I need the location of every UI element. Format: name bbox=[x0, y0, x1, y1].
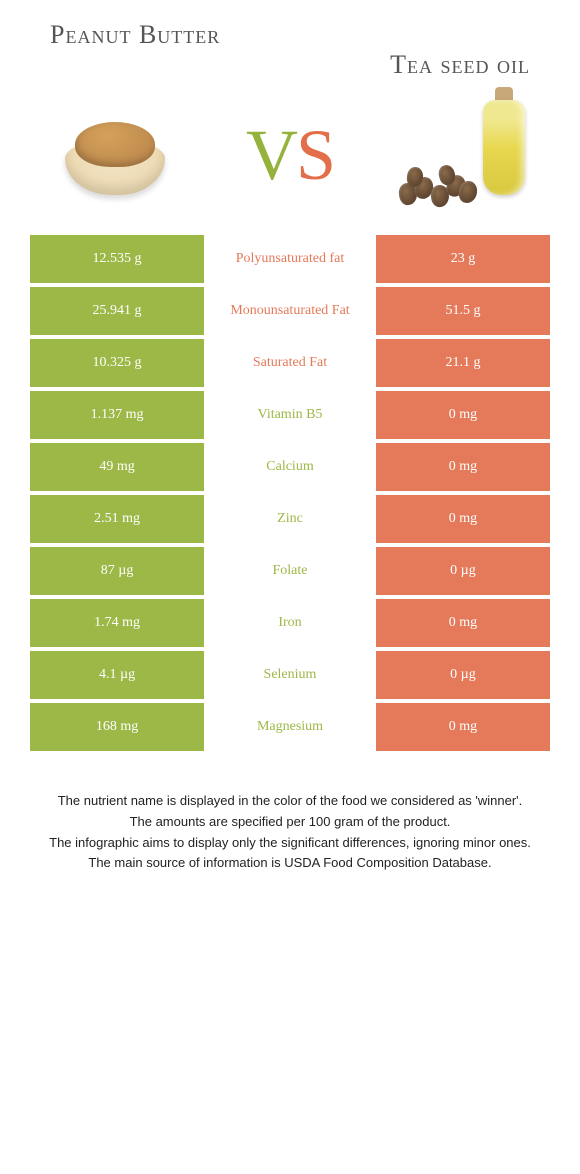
header: Peanut Butter Tea seed oil bbox=[30, 20, 550, 80]
footnote-line: The nutrient name is displayed in the co… bbox=[40, 791, 540, 812]
nutrient-label: Vitamin B5 bbox=[208, 391, 372, 439]
table-row: 12.535 gPolyunsaturated fat23 g bbox=[30, 235, 550, 283]
nutrient-label: Monounsaturated Fat bbox=[208, 287, 372, 335]
left-food-title: Peanut Butter bbox=[50, 20, 220, 50]
left-value: 12.535 g bbox=[30, 235, 204, 283]
peanut-butter-icon bbox=[55, 110, 175, 200]
nutrient-label: Calcium bbox=[208, 443, 372, 491]
left-value: 1.137 mg bbox=[30, 391, 204, 439]
left-value: 168 mg bbox=[30, 703, 204, 751]
nutrient-label: Saturated Fat bbox=[208, 339, 372, 387]
right-food-title: Tea seed oil bbox=[390, 50, 530, 80]
table-row: 1.74 mgIron0 mg bbox=[30, 599, 550, 647]
right-value: 0 mg bbox=[376, 443, 550, 491]
right-value: 0 mg bbox=[376, 391, 550, 439]
left-food-image bbox=[40, 100, 190, 210]
right-value: 0 mg bbox=[376, 599, 550, 647]
left-value: 87 µg bbox=[30, 547, 204, 595]
right-value: 23 g bbox=[376, 235, 550, 283]
left-value: 25.941 g bbox=[30, 287, 204, 335]
vs-v: V bbox=[246, 115, 296, 195]
vs-s: S bbox=[296, 115, 334, 195]
table-row: 168 mgMagnesium0 mg bbox=[30, 703, 550, 751]
left-value: 2.51 mg bbox=[30, 495, 204, 543]
left-value: 4.1 µg bbox=[30, 651, 204, 699]
vs-label: VS bbox=[246, 114, 334, 197]
table-row: 1.137 mgVitamin B50 mg bbox=[30, 391, 550, 439]
table-row: 4.1 µgSelenium0 µg bbox=[30, 651, 550, 699]
tea-seed-oil-icon bbox=[390, 95, 540, 215]
right-value: 21.1 g bbox=[376, 339, 550, 387]
table-row: 2.51 mgZinc0 mg bbox=[30, 495, 550, 543]
nutrient-label: Zinc bbox=[208, 495, 372, 543]
left-value: 1.74 mg bbox=[30, 599, 204, 647]
left-value: 49 mg bbox=[30, 443, 204, 491]
right-value: 0 µg bbox=[376, 651, 550, 699]
footnote-line: The infographic aims to display only the… bbox=[40, 833, 540, 854]
nutrient-label: Polyunsaturated fat bbox=[208, 235, 372, 283]
images-row: VS bbox=[30, 100, 550, 210]
nutrient-label: Magnesium bbox=[208, 703, 372, 751]
table-row: 87 µgFolate0 µg bbox=[30, 547, 550, 595]
nutrient-table: 12.535 gPolyunsaturated fat23 g25.941 gM… bbox=[30, 235, 550, 751]
table-row: 25.941 gMonounsaturated Fat51.5 g bbox=[30, 287, 550, 335]
table-row: 10.325 gSaturated Fat21.1 g bbox=[30, 339, 550, 387]
nutrient-label: Folate bbox=[208, 547, 372, 595]
table-row: 49 mgCalcium0 mg bbox=[30, 443, 550, 491]
right-food-image bbox=[390, 100, 540, 210]
footnote-line: The main source of information is USDA F… bbox=[40, 853, 540, 874]
right-value: 0 µg bbox=[376, 547, 550, 595]
footnotes: The nutrient name is displayed in the co… bbox=[30, 791, 550, 874]
nutrient-label: Selenium bbox=[208, 651, 372, 699]
left-value: 10.325 g bbox=[30, 339, 204, 387]
footnote-line: The amounts are specified per 100 gram o… bbox=[40, 812, 540, 833]
right-value: 0 mg bbox=[376, 703, 550, 751]
nutrient-label: Iron bbox=[208, 599, 372, 647]
right-value: 51.5 g bbox=[376, 287, 550, 335]
right-value: 0 mg bbox=[376, 495, 550, 543]
